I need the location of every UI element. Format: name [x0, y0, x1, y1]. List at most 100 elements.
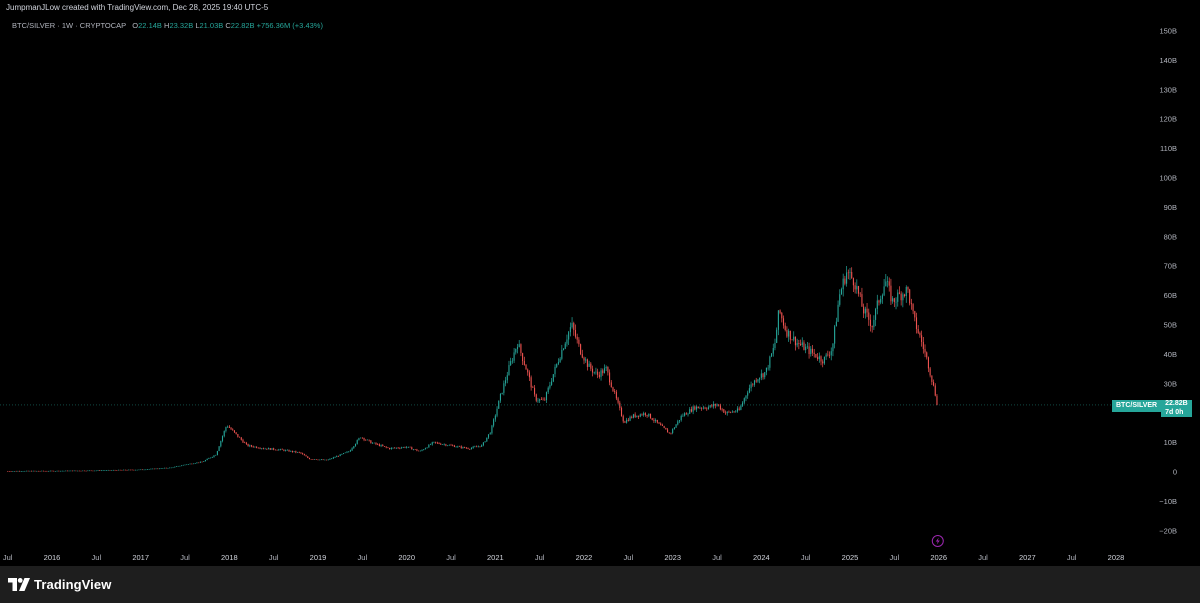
candle-body	[276, 449, 278, 451]
candle-body	[392, 447, 394, 449]
candle	[716, 403, 718, 407]
candle-body	[866, 308, 868, 313]
x-tick-label: Jul	[712, 553, 722, 562]
candle-body	[336, 456, 338, 458]
candle	[588, 360, 590, 367]
candle	[617, 396, 619, 405]
candle	[634, 412, 636, 419]
candle-body	[351, 448, 353, 451]
candle-body	[506, 375, 508, 381]
candle-body	[571, 323, 573, 328]
candle	[534, 384, 536, 397]
candle-body	[505, 380, 507, 384]
legend: BTC/SILVER · 1W · CRYPTOCAP O22.14B H23.…	[12, 21, 323, 30]
candle-body	[917, 329, 919, 333]
x-tick-label: Jul	[624, 553, 634, 562]
candle	[457, 445, 459, 448]
candle-body	[767, 367, 769, 369]
candle-body	[346, 451, 348, 453]
candle-body	[34, 470, 36, 472]
candle	[566, 334, 568, 347]
candle	[268, 447, 270, 450]
candle-body	[559, 358, 561, 363]
candle-body	[337, 456, 340, 457]
candle	[399, 447, 401, 450]
candle	[305, 454, 307, 457]
legend-change: +756.36M (+3.43%)	[256, 21, 323, 30]
candle-body	[123, 469, 125, 471]
candle	[895, 297, 897, 310]
candle-body	[296, 452, 299, 453]
candle-body	[138, 469, 140, 471]
candle-body	[48, 471, 50, 472]
candle-body	[527, 369, 529, 373]
candle-body	[597, 371, 599, 375]
chart-canvas[interactable]: 150B 140B 130B 120B 110B 100B 90B 80B 70B 60B 50B 4…	[0, 16, 1200, 566]
x-axis[interactable]: Jul 2016 Jul 2017 Jul 2018 Jul 2019 Jul 2020 Jul 20…	[3, 553, 1124, 562]
badge-price: 22.82B	[1165, 400, 1188, 407]
candle	[455, 446, 457, 448]
candle-body	[871, 326, 873, 328]
x-tick-label: 2025	[842, 553, 859, 562]
candle-body	[399, 448, 401, 449]
candle-body	[776, 329, 778, 343]
candle-body	[788, 330, 790, 337]
candle-body	[822, 361, 824, 364]
candle	[670, 432, 672, 435]
candle-body	[743, 398, 745, 403]
candle	[537, 397, 539, 403]
candle	[776, 327, 778, 344]
tradingview-logo[interactable]: TradingView	[8, 577, 111, 592]
candle-body	[465, 447, 467, 449]
candle	[840, 287, 843, 295]
candle	[905, 285, 907, 303]
candle-body	[390, 447, 392, 450]
candle-body	[46, 471, 48, 472]
candle-body	[160, 468, 162, 469]
candle	[646, 414, 648, 418]
candle-body	[250, 445, 253, 447]
candle-body	[252, 446, 254, 448]
candle	[837, 300, 839, 323]
candle	[46, 470, 48, 472]
candle	[866, 302, 868, 318]
candle-body	[32, 470, 34, 472]
candle	[429, 443, 432, 446]
candle	[922, 336, 924, 354]
candle-body	[731, 411, 733, 413]
candle-body	[424, 448, 426, 450]
candle-body	[603, 368, 606, 374]
y-tick-label: 30B	[1164, 379, 1177, 388]
candle	[61, 470, 63, 472]
candle	[846, 265, 848, 287]
x-tick-label: 2023	[664, 553, 681, 562]
candle-body	[883, 286, 885, 296]
candle-body	[476, 446, 478, 448]
candle	[167, 467, 169, 469]
candle-body	[402, 447, 404, 448]
candle-body	[325, 459, 328, 461]
candle-body	[285, 450, 287, 451]
candle	[631, 415, 633, 419]
candle-body	[419, 450, 421, 452]
candle-body	[407, 446, 409, 448]
candle	[697, 406, 699, 409]
candle-body	[455, 446, 457, 448]
legend-low-value: 21.03B	[199, 21, 224, 30]
candle-body	[740, 405, 742, 410]
candle-body	[576, 336, 578, 340]
candle-body	[857, 286, 860, 294]
candle	[472, 445, 474, 449]
candle	[307, 456, 309, 459]
candle-body	[273, 448, 275, 450]
candles[interactable]	[7, 265, 938, 472]
candle-body	[699, 407, 701, 409]
candle-body	[140, 469, 142, 471]
candle	[59, 470, 62, 472]
candle-body	[481, 445, 483, 447]
lightning-event-icon[interactable]	[931, 535, 944, 547]
y-axis[interactable]: 150B 140B 130B 120B 110B 100B 90B 80B 70B 60B 50B 4…	[1159, 27, 1177, 536]
candle	[117, 469, 120, 471]
candle	[612, 386, 614, 393]
candle	[141, 469, 143, 471]
